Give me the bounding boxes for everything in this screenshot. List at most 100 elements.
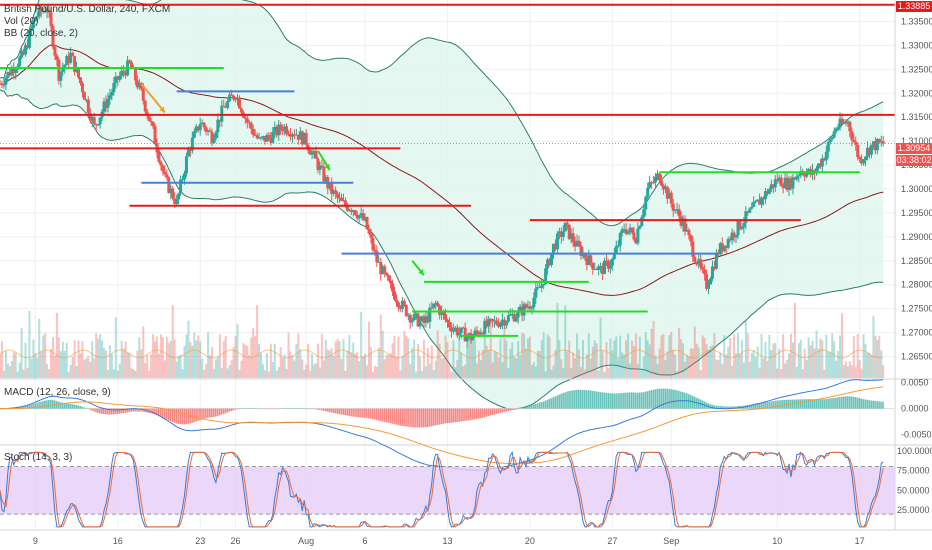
- volume-bar: [813, 348, 816, 378]
- macd-hist-bar: [829, 398, 831, 409]
- candle-body: [497, 324, 501, 327]
- candle-body: [92, 117, 96, 124]
- volume-bar: [228, 364, 231, 378]
- candle-body: [559, 231, 563, 237]
- volume-bar: [625, 340, 628, 378]
- volume-bar: [530, 365, 533, 378]
- macd-hist-bar: [505, 408, 507, 412]
- volume-bar: [342, 339, 345, 378]
- volume-bar: [750, 353, 753, 378]
- candle-body: [410, 320, 414, 323]
- volume-bar: [106, 369, 109, 378]
- candle-body: [222, 105, 226, 107]
- macd-hist-bar: [766, 402, 769, 409]
- volume-bar: [558, 340, 561, 378]
- macd-hist-bar: [40, 401, 42, 409]
- macd-hist-bar: [511, 408, 513, 410]
- candle-body: [693, 256, 697, 263]
- candle-body: [385, 272, 389, 276]
- candle-body: [234, 99, 238, 101]
- macd-hist-bar: [558, 394, 560, 409]
- candle-body: [864, 156, 868, 161]
- volume-bar: [509, 348, 512, 378]
- candle-body: [875, 139, 879, 151]
- candle-body: [485, 320, 489, 327]
- candle-body: [27, 30, 31, 48]
- volume-bar: [742, 362, 745, 378]
- macd-hist-bar: [837, 397, 839, 409]
- candle-body: [734, 235, 738, 238]
- macd-hist-bar: [526, 405, 529, 409]
- volume-bar: [793, 302, 796, 378]
- candle-body: [730, 232, 734, 241]
- candle-body: [383, 266, 387, 273]
- volume-bar: [562, 367, 565, 378]
- macd-hist-bar: [260, 408, 262, 410]
- volume-bar: [142, 326, 145, 378]
- candle-body: [267, 134, 271, 138]
- volume-bar: [419, 356, 422, 378]
- volume-bar: [601, 350, 604, 378]
- time-tick-label: 23: [195, 536, 205, 546]
- macd-hist-bar: [256, 408, 258, 409]
- macd-hist-bar: [807, 399, 810, 409]
- macd-hist-bar: [632, 392, 635, 409]
- macd-hist-bar: [456, 408, 458, 423]
- volume-bar: [69, 364, 72, 378]
- volume-bar: [258, 344, 261, 378]
- macd-hist-bar: [254, 408, 256, 409]
- volume-bar: [709, 346, 712, 378]
- macd-hist-bar: [656, 388, 659, 409]
- macd-hist-bar: [287, 408, 290, 409]
- candle-body: [583, 252, 587, 258]
- volume-bar: [746, 333, 749, 378]
- candle-body: [171, 188, 175, 199]
- arrow-annotation: [140, 83, 166, 114]
- macd-hist-bar: [191, 408, 193, 423]
- candle-body: [208, 130, 212, 132]
- volume-bar: [199, 341, 202, 378]
- volume-bar: [791, 342, 794, 378]
- macd-hist-bar: [324, 408, 327, 412]
- candle-body: [416, 313, 420, 327]
- macd-hist-bar: [340, 408, 343, 415]
- macd-hist-bar: [326, 408, 329, 412]
- candle-body: [526, 306, 530, 308]
- macd-hist-bar: [491, 408, 494, 415]
- candle-body: [669, 192, 673, 204]
- volume-bar: [381, 330, 384, 378]
- volume-bar: [59, 351, 62, 378]
- macd-hist-bar: [293, 408, 296, 409]
- bollinger-legend: BB (20, close, 2): [4, 28, 78, 39]
- volume-bar: [101, 340, 104, 378]
- time-tick-label: 17: [855, 536, 865, 546]
- candle-body: [420, 316, 424, 321]
- macd-hist-bar: [366, 408, 368, 419]
- volume-bar: [646, 340, 649, 378]
- countdown-tag: 03:38:02: [896, 155, 932, 166]
- volume-bar: [738, 353, 741, 378]
- macd-hist-bar: [880, 401, 882, 409]
- macd-hist-bar: [723, 406, 725, 409]
- macd-hist-bar: [224, 408, 227, 414]
- volume-bar: [713, 333, 716, 378]
- candle-body: [122, 70, 126, 73]
- macd-tick-label: -0.0050: [901, 430, 932, 440]
- volume-bar: [46, 364, 49, 378]
- volume-bar: [683, 361, 686, 378]
- macd-hist-bar: [379, 408, 382, 422]
- candle-body: [479, 332, 483, 335]
- macd-hist-bar: [322, 408, 325, 411]
- volume-bar: [63, 350, 66, 378]
- volume-bar: [748, 361, 751, 378]
- volume-bar: [521, 332, 524, 378]
- macd-hist-bar: [866, 399, 869, 409]
- volume-bar: [803, 348, 806, 378]
- candle-body: [824, 151, 828, 161]
- macd-hist-bar: [126, 408, 129, 413]
- candle-body: [791, 177, 795, 189]
- volume-bar: [440, 357, 443, 378]
- volume-bar: [367, 321, 370, 378]
- candle-body: [159, 161, 163, 166]
